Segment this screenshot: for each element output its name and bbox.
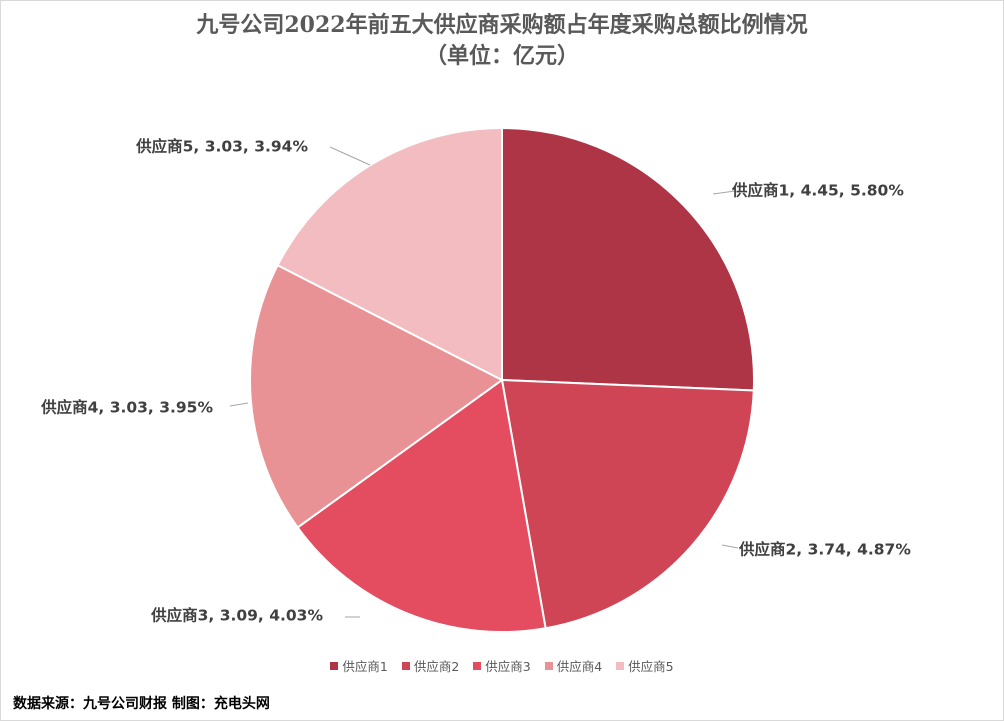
leader-line-5 (329, 146, 371, 166)
chart-title-block: 九号公司2022年前五大供应商采购额占年度采购总额比例情况 （单位：亿元） (0, 10, 1004, 72)
chart-title: 九号公司2022年前五大供应商采购额占年度采购总额比例情况 (196, 12, 808, 38)
legend-item-5: 供应商5 (616, 656, 674, 675)
pie-slices (249, 126, 755, 633)
data-label-5: 供应商5, 3.03, 3.94% (135, 137, 308, 156)
legend-label-5: 供应商5 (628, 659, 674, 674)
legend-swatch-3 (473, 661, 482, 670)
data-label-3: 供应商3, 3.09, 4.03% (150, 606, 323, 625)
pie-slice-4 (249, 263, 504, 529)
pie-slice-2 (500, 378, 755, 630)
leader-line-1 (712, 190, 736, 195)
legend-item-4: 供应商4 (544, 656, 603, 675)
legend-label-2: 供应商2 (413, 659, 460, 674)
legend-swatch-2 (401, 661, 410, 670)
data-label-4: 供应商4, 3.03, 3.95% (40, 398, 213, 417)
legend-label-3: 供应商3 (485, 659, 531, 674)
legend-label-1: 供应商1 (342, 659, 388, 674)
source-note: 数据来源：九号公司财报 制图：充电头网 (13, 696, 270, 712)
legend-swatch-1 (330, 661, 339, 670)
chart-subtitle: （单位：亿元） (424, 43, 579, 69)
legend-item-2: 供应商2 (401, 656, 460, 675)
legend-swatch-5 (616, 661, 625, 670)
leader-line-4 (229, 402, 249, 407)
leader-line-2 (721, 544, 739, 549)
legend-item-3: 供应商3 (473, 656, 531, 675)
leader-lines (229, 146, 739, 618)
pie-slice-5 (276, 126, 503, 382)
data-label-1: 供应商1, 4.45, 5.80% (731, 181, 904, 200)
data-label-2: 供应商2, 3.74, 4.87% (738, 540, 911, 559)
data-labels: 供应商1, 4.45, 5.80% 供应商2, 3.74, 4.87% 供应商3, … (40, 137, 911, 625)
pie-slice-3 (296, 378, 547, 633)
legend-label-4: 供应商4 (556, 659, 603, 674)
pie-slice-1 (501, 126, 755, 392)
legend-swatch-4 (544, 661, 553, 670)
legend-item-1: 供应商1 (330, 656, 388, 675)
legend: 供应商1 供应商2 供应商3 供应商4 供应商5 (0, 656, 1004, 675)
